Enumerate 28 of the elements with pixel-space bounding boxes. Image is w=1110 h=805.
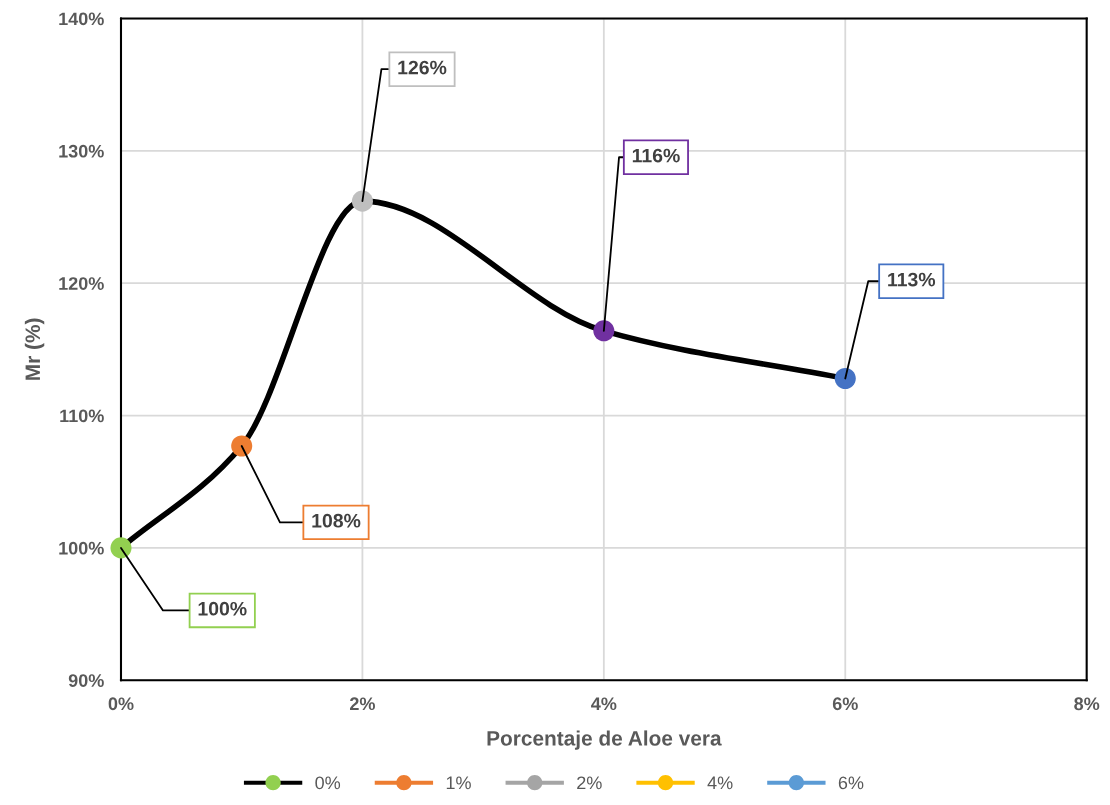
data-label: 113% [888, 272, 936, 287]
legend-label: 0% [315, 776, 341, 790]
y-tick-label: 130% [59, 144, 104, 158]
point [351, 190, 373, 212]
data-label: 108% [312, 513, 361, 528]
x-tick-label: 6% [832, 697, 858, 711]
y-tick-label: 140% [59, 12, 104, 26]
data-label: 116% [632, 148, 680, 163]
x-axis-title: Porcentaje de Aloe vera [487, 730, 722, 750]
point [110, 537, 132, 559]
y-tick-label: 100% [59, 541, 104, 555]
legend-label: 1% [446, 776, 471, 790]
x-tick-label: 4% [591, 697, 617, 711]
y-tick-label: 110% [60, 409, 104, 423]
y-axis-title: Mr (%) [24, 318, 45, 380]
x-tick-label: 8% [1074, 697, 1100, 711]
legend-label: 2% [577, 776, 602, 790]
y-tick-label: 90% [68, 674, 104, 687]
point [593, 320, 615, 342]
point [834, 367, 856, 390]
legend-label: 4% [707, 776, 733, 790]
x-tick-label: 2% [349, 697, 375, 711]
legend-label: 6% [838, 776, 864, 790]
x-tick-label: 0% [108, 697, 134, 711]
data-label: 100% [198, 601, 247, 616]
y-tick-label: 120% [59, 277, 104, 290]
point [231, 435, 253, 457]
data-label: 126% [398, 60, 447, 75]
